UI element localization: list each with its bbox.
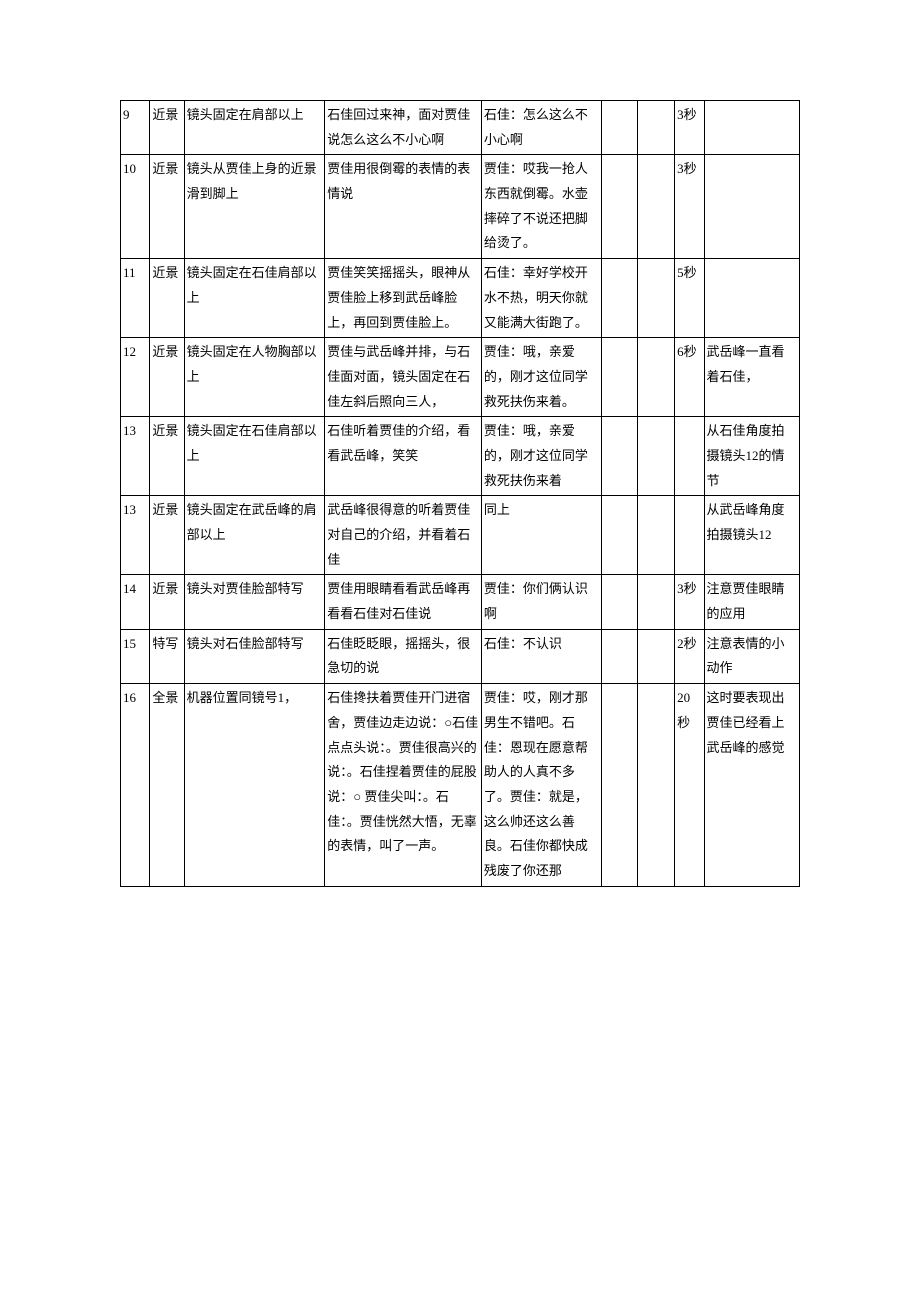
cell-dialog: 贾佳：哎我一抢人东西就倒霉。水壶摔碎了不说还把脚给烫了。 <box>481 155 601 259</box>
cell-content: 贾佳笑笑摇摇头，眼神从贾佳脸上移到武岳峰脸上，再回到贾佳脸上。 <box>325 259 482 338</box>
cell-dialog: 贾佳：哦，亲爱的，刚才这位同学救死扶伤来着 <box>481 417 601 496</box>
cell-content: 贾佳用眼睛看看武岳峰再看看石佳对石佳说 <box>325 575 482 629</box>
cell-note: 注意贾佳眼睛的应用 <box>704 575 799 629</box>
cell-num: 13 <box>121 417 150 496</box>
table-row: 10近景镜头从贾佳上身的近景滑到脚上贾佳用很倒霉的表情的表情说贾佳：哎我一抢人东… <box>121 155 800 259</box>
cell-content: 石佳搀扶着贾佳开门进宿舍，贾佳边走边说：○石佳点点头说：。贾佳很高兴的说：。石佳… <box>325 684 482 887</box>
cell-e1 <box>601 629 638 683</box>
cell-camera: 镜头固定在石佳肩部以上 <box>184 417 325 496</box>
cell-camera: 镜头固定在武岳峰的肩部以上 <box>184 496 325 575</box>
table-row: 14近景镜头对贾佳脸部特写贾佳用眼睛看看武岳峰再看看石佳对石佳说贾佳：你们俩认识… <box>121 575 800 629</box>
cell-shot: 近景 <box>150 496 184 575</box>
cell-e1 <box>601 575 638 629</box>
cell-num: 16 <box>121 684 150 887</box>
table-row: 16全景机器位置同镜号1，石佳搀扶着贾佳开门进宿舍，贾佳边走边说：○石佳点点头说… <box>121 684 800 887</box>
cell-shot: 特写 <box>150 629 184 683</box>
cell-note <box>704 155 799 259</box>
cell-num: 14 <box>121 575 150 629</box>
cell-dialog: 贾佳：哎，刚才那男生不错吧。石佳：恩现在愿意帮助人的人真不多了。贾佳：就是，这么… <box>481 684 601 887</box>
cell-shot: 全景 <box>150 684 184 887</box>
cell-shot: 近景 <box>150 417 184 496</box>
cell-note <box>704 101 799 155</box>
cell-e1 <box>601 417 638 496</box>
cell-camera: 镜头固定在肩部以上 <box>184 101 325 155</box>
table-row: 11近景镜头固定在石佳肩部以上贾佳笑笑摇摇头，眼神从贾佳脸上移到武岳峰脸上，再回… <box>121 259 800 338</box>
cell-dialog: 同上 <box>481 496 601 575</box>
cell-content: 石佳回过来神，面对贾佳说怎么这么不小心啊 <box>325 101 482 155</box>
cell-time: 3秒 <box>675 155 704 259</box>
cell-e1 <box>601 684 638 887</box>
cell-shot: 近景 <box>150 575 184 629</box>
cell-e2 <box>638 417 675 496</box>
cell-dialog: 贾佳：你们俩认识啊 <box>481 575 601 629</box>
cell-note: 武岳峰一直看着石佳， <box>704 338 799 417</box>
cell-content: 石佳眨眨眼，摇摇头，很急切的说 <box>325 629 482 683</box>
cell-num: 13 <box>121 496 150 575</box>
cell-time <box>675 496 704 575</box>
cell-e1 <box>601 496 638 575</box>
cell-time: 20秒 <box>675 684 704 887</box>
cell-e2 <box>638 575 675 629</box>
cell-e2 <box>638 496 675 575</box>
cell-camera: 镜头对石佳脸部特写 <box>184 629 325 683</box>
cell-content: 贾佳与武岳峰并排，与石佳面对面，镜头固定在石佳左斜后照向三人， <box>325 338 482 417</box>
storyboard-table: 9近景镜头固定在肩部以上石佳回过来神，面对贾佳说怎么这么不小心啊石佳：怎么这么不… <box>120 100 800 887</box>
table-row: 15特写镜头对石佳脸部特写石佳眨眨眼，摇摇头，很急切的说石佳：不认识 2秒注意表情… <box>121 629 800 683</box>
cell-e1 <box>601 101 638 155</box>
cell-num: 10 <box>121 155 150 259</box>
cell-dialog: 贾佳：哦，亲爱的，刚才这位同学救死扶伤来着。 <box>481 338 601 417</box>
cell-num: 9 <box>121 101 150 155</box>
cell-note: 从武岳峰角度拍摄镜头12 <box>704 496 799 575</box>
table-row: 12近景镜头固定在人物胸部以上贾佳与武岳峰并排，与石佳面对面，镜头固定在石佳左斜… <box>121 338 800 417</box>
table-row: 13近景镜头固定在石佳肩部以上石佳听着贾佳的介绍，看看武岳峰，笑笑贾佳：哦，亲爱… <box>121 417 800 496</box>
table-row: 9近景镜头固定在肩部以上石佳回过来神，面对贾佳说怎么这么不小心啊石佳：怎么这么不… <box>121 101 800 155</box>
cell-e1 <box>601 338 638 417</box>
cell-note: 注意表情的小动作 <box>704 629 799 683</box>
cell-note: 从石佳角度拍摄镜头12的情节 <box>704 417 799 496</box>
cell-shot: 近景 <box>150 338 184 417</box>
cell-e2 <box>638 338 675 417</box>
cell-e2 <box>638 155 675 259</box>
cell-dialog: 石佳：怎么这么不小心啊 <box>481 101 601 155</box>
cell-content: 武岳峰很得意的听着贾佳对自己的介绍，并看着石佳 <box>325 496 482 575</box>
cell-content: 石佳听着贾佳的介绍，看看武岳峰，笑笑 <box>325 417 482 496</box>
cell-content: 贾佳用很倒霉的表情的表情说 <box>325 155 482 259</box>
cell-num: 15 <box>121 629 150 683</box>
cell-note: 这时要表现出贾佳已经看上武岳峰的感觉 <box>704 684 799 887</box>
cell-time: 3秒 <box>675 575 704 629</box>
cell-time: 5秒 <box>675 259 704 338</box>
cell-num: 12 <box>121 338 150 417</box>
cell-camera: 镜头固定在石佳肩部以上 <box>184 259 325 338</box>
cell-time: 3秒 <box>675 101 704 155</box>
cell-time <box>675 417 704 496</box>
cell-dialog: 石佳：幸好学校开水不热，明天你就又能满大街跑了。 <box>481 259 601 338</box>
cell-shot: 近景 <box>150 101 184 155</box>
cell-e2 <box>638 684 675 887</box>
cell-e1 <box>601 259 638 338</box>
cell-camera: 镜头从贾佳上身的近景滑到脚上 <box>184 155 325 259</box>
cell-shot: 近景 <box>150 259 184 338</box>
cell-e2 <box>638 101 675 155</box>
cell-num: 11 <box>121 259 150 338</box>
cell-e2 <box>638 259 675 338</box>
cell-note <box>704 259 799 338</box>
cell-camera: 镜头对贾佳脸部特写 <box>184 575 325 629</box>
cell-dialog: 石佳：不认识 <box>481 629 601 683</box>
table-row: 13近景镜头固定在武岳峰的肩部以上武岳峰很得意的听着贾佳对自己的介绍，并看着石佳… <box>121 496 800 575</box>
cell-time: 2秒 <box>675 629 704 683</box>
cell-time: 6秒 <box>675 338 704 417</box>
cell-shot: 近景 <box>150 155 184 259</box>
cell-e1 <box>601 155 638 259</box>
cell-camera: 镜头固定在人物胸部以上 <box>184 338 325 417</box>
cell-e2 <box>638 629 675 683</box>
cell-camera: 机器位置同镜号1， <box>184 684 325 887</box>
